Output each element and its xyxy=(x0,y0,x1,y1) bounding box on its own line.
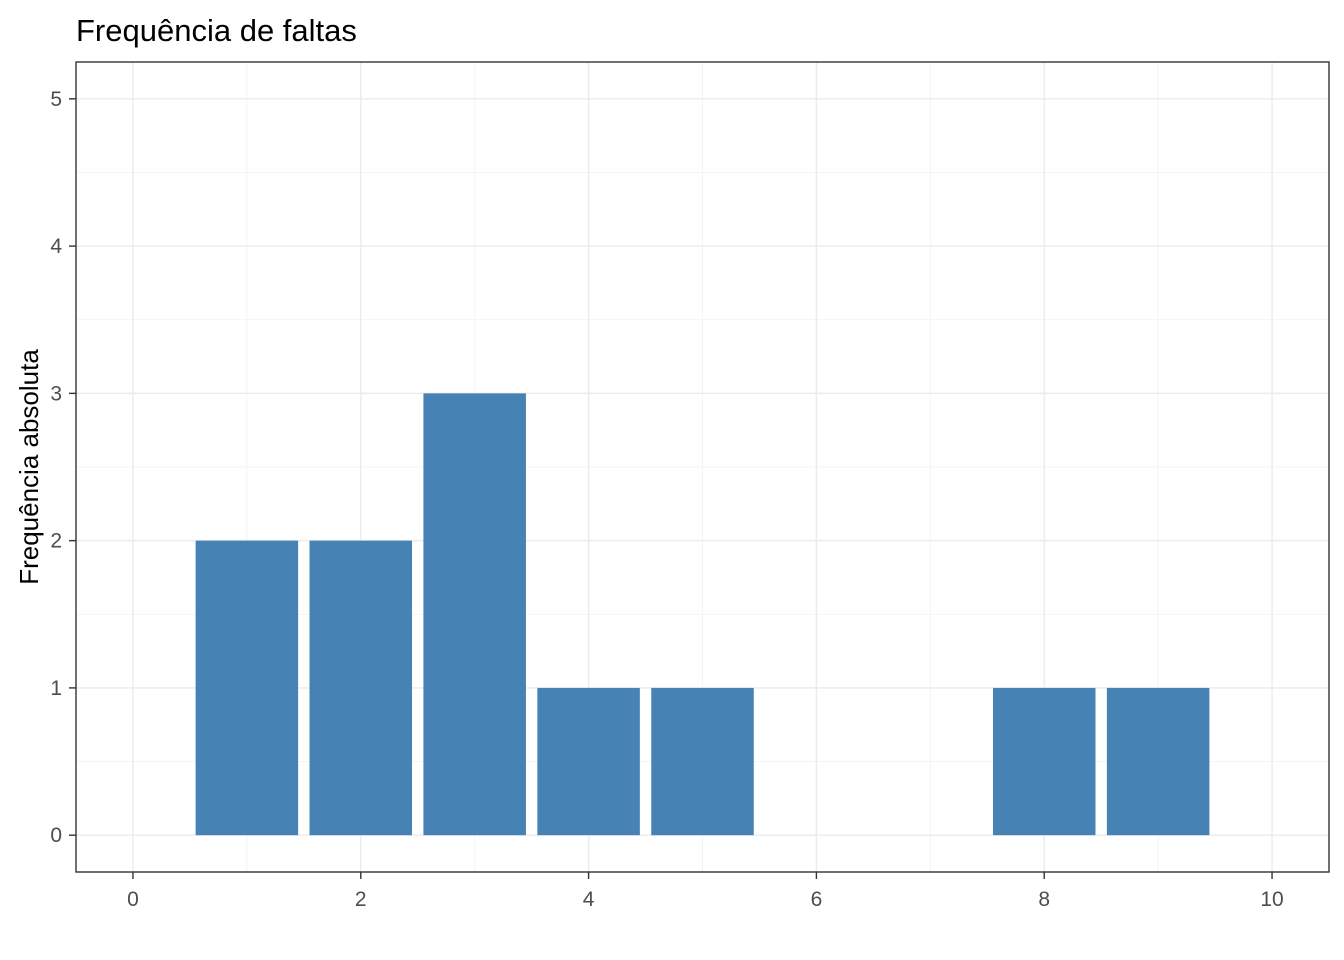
panel-border xyxy=(75,61,1330,873)
y-axis: 0 1 2 3 4 5 xyxy=(50,88,76,847)
y-tick-label: 5 xyxy=(50,88,62,111)
y-tick-label: 4 xyxy=(50,235,62,258)
bar xyxy=(537,687,640,836)
bar xyxy=(309,540,413,836)
bar xyxy=(992,687,1096,836)
x-tick-label: 10 xyxy=(1260,888,1283,911)
bars xyxy=(195,393,1210,836)
bar xyxy=(423,393,526,836)
bar xyxy=(1106,687,1210,836)
y-tick-label: 2 xyxy=(50,530,62,553)
x-axis: 0 2 4 6 8 10 xyxy=(127,872,1284,911)
chart-title: Frequência de faltas xyxy=(76,13,357,48)
y-tick-label: 0 xyxy=(50,824,62,847)
bar xyxy=(195,540,299,836)
y-tick-label: 1 xyxy=(50,677,62,700)
x-tick-label: 4 xyxy=(583,888,595,911)
x-tick-label: 0 xyxy=(127,888,139,911)
y-axis-title: Frequência absoluta xyxy=(14,349,44,585)
x-tick-label: 8 xyxy=(1038,888,1050,911)
x-tick-label: 2 xyxy=(355,888,367,911)
y-tick-label: 3 xyxy=(50,382,62,405)
x-tick-label: 6 xyxy=(811,888,823,911)
bar xyxy=(651,687,754,836)
